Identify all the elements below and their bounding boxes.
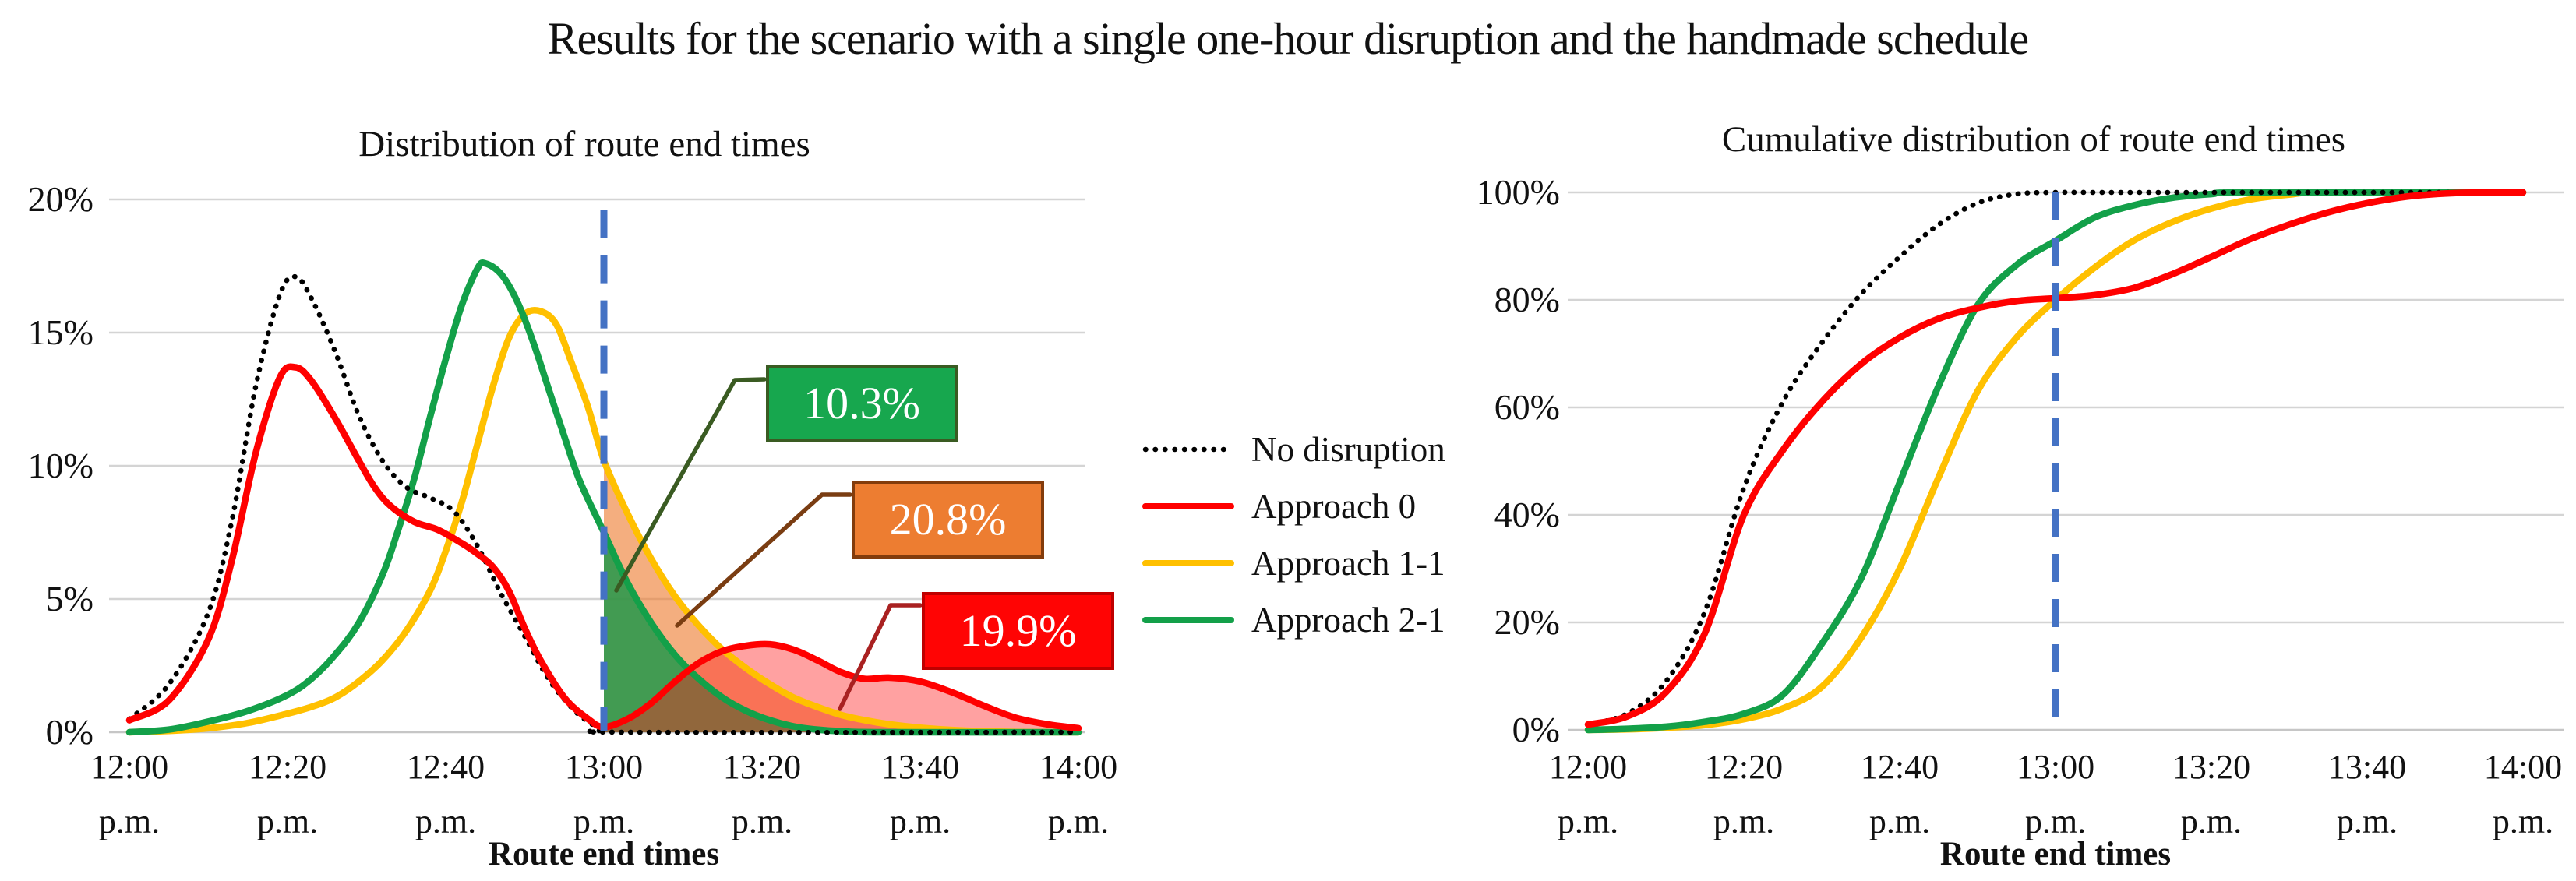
x-tick-suffix-12:00: p.m.: [1557, 802, 1619, 840]
x-tick-suffix-12:00: p.m.: [98, 802, 161, 840]
series-approach-2-1: [1584, 189, 2527, 734]
legend-item-approach-0: Approach 0: [1142, 478, 1445, 534]
legend-marker-no-disruption-icon: [1142, 446, 1234, 452]
cumulative-distribution-of-route-end-times-plot: [1568, 189, 2564, 734]
x-tick-suffix-14:00: p.m.: [1047, 802, 1110, 840]
left-chart-title: Distribution of route end times: [358, 124, 810, 164]
x-tick-label-12:40: 12:40: [406, 748, 485, 786]
x-tick-label-13:00: 13:00: [2016, 748, 2095, 786]
legend-item-no-disruption: No disruption: [1142, 421, 1445, 478]
legend-item-approach-1-1: Approach 1-1: [1142, 534, 1445, 591]
x-tick-suffix-13:40: p.m.: [889, 802, 951, 840]
legend-label-approach-0: Approach 0: [1251, 486, 1417, 526]
x-tick-suffix-14:00: p.m.: [2492, 802, 2554, 840]
page-title: Results for the scenario with a single o…: [547, 13, 2029, 64]
y-tick-label-15%: 15%: [27, 312, 94, 352]
x-tick-label-14:00: 14:00: [2483, 748, 2563, 786]
x-tick-suffix-13:20: p.m.: [2180, 802, 2243, 840]
y-tick-label-100%: 100%: [1476, 172, 1560, 212]
x-tick-label-12:20: 12:20: [248, 748, 327, 786]
x-tick-label-13:40: 13:40: [880, 748, 960, 786]
x-tick-label-13:20: 13:20: [722, 748, 802, 786]
y-tick-label-20%: 20%: [27, 179, 94, 219]
x-tick-label-13:20: 13:20: [2172, 748, 2251, 786]
y-tick-label-40%: 40%: [1494, 495, 1560, 534]
x-tick-label-14:00: 14:00: [1039, 748, 1118, 786]
legend-label-approach-1-1: Approach 1-1: [1251, 543, 1445, 583]
x-tick-suffix-13:00: p.m.: [2024, 802, 2087, 840]
annotation-box-approach-2-1: 10.3%: [766, 365, 958, 442]
y-tick-label-5%: 5%: [45, 579, 94, 618]
callout-line-approach-2-1: [614, 377, 767, 593]
right-x-axis-title: Route end times: [1939, 836, 2172, 872]
x-tick-label-12:40: 12:40: [1860, 748, 1939, 786]
x-tick-suffix-13:00: p.m.: [573, 802, 635, 840]
y-tick-label-10%: 10%: [27, 446, 94, 485]
area-approach-2-1: [604, 532, 881, 732]
legend-marker-approach-0-icon: [1142, 502, 1234, 509]
x-tick-suffix-12:20: p.m.: [256, 802, 319, 840]
legend-label-approach-2-1: Approach 2-1: [1251, 600, 1445, 640]
y-tick-label-60%: 60%: [1494, 387, 1560, 427]
x-tick-label-13:00: 13:00: [564, 748, 644, 786]
x-tick-suffix-13:20: p.m.: [731, 802, 793, 840]
x-tick-label-12:00: 12:00: [90, 748, 169, 786]
y-tick-label-0%: 0%: [45, 712, 94, 752]
x-tick-label-12:20: 12:20: [1704, 748, 1784, 786]
x-tick-suffix-13:40: p.m.: [2336, 802, 2398, 840]
series-approach-1-1: [1584, 189, 2527, 734]
annotation-box-approach-0: 19.9%: [922, 592, 1114, 670]
series-approach-0: [1584, 189, 2527, 728]
x-tick-label-13:40: 13:40: [2327, 748, 2407, 786]
legend-marker-approach-1-1-icon: [1142, 559, 1234, 566]
callout-line-approach-0: [838, 603, 923, 711]
series-no-disruption: [1585, 189, 2526, 728]
x-tick-suffix-12:20: p.m.: [1713, 802, 1775, 840]
annotation-box-approach-1-1: 20.8%: [852, 481, 1044, 559]
legend: No disruption Approach 0 Approach 1-1 Appro…: [1142, 421, 1445, 648]
x-tick-label-12:00: 12:00: [1548, 748, 1628, 786]
legend-marker-approach-2-1-icon: [1142, 616, 1234, 623]
x-tick-suffix-12:40: p.m.: [415, 802, 477, 840]
left-x-axis-title: Route end times: [488, 836, 720, 872]
right-chart-title: Cumulative distribution of route end tim…: [1721, 119, 2346, 160]
x-tick-suffix-12:40: p.m.: [1868, 802, 1931, 840]
y-tick-label-0%: 0%: [1512, 710, 1560, 749]
y-tick-label-80%: 80%: [1494, 280, 1560, 319]
y-tick-label-20%: 20%: [1494, 602, 1560, 642]
legend-item-approach-2-1: Approach 2-1: [1142, 591, 1445, 648]
callout-line-approach-1-1: [675, 492, 852, 628]
legend-label-no-disruption: No disruption: [1251, 429, 1445, 469]
